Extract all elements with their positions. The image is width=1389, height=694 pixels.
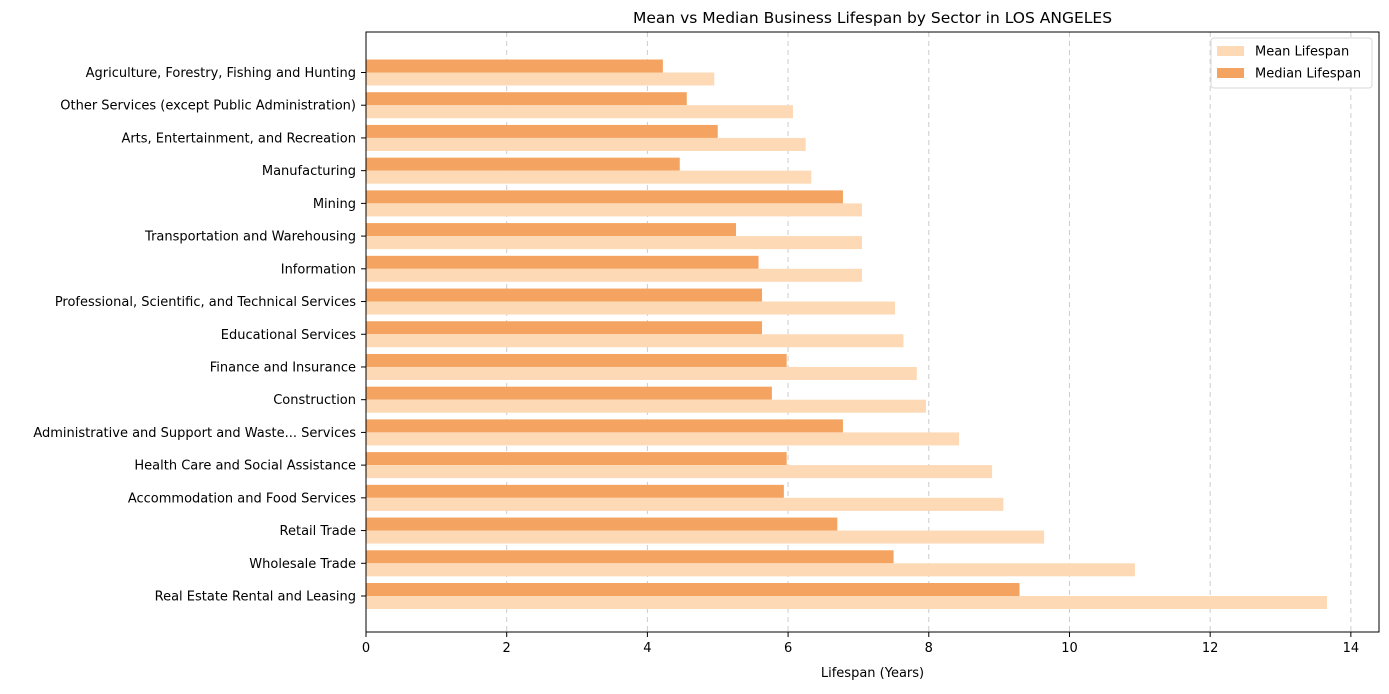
bar-median bbox=[366, 419, 843, 433]
bar-median bbox=[366, 223, 737, 237]
bar-median bbox=[366, 583, 1020, 596]
legend-box bbox=[1210, 37, 1373, 89]
y-tick-label: Other Services (except Public Administra… bbox=[60, 99, 356, 114]
bar-mean bbox=[366, 105, 794, 119]
bar-mean bbox=[366, 563, 1135, 577]
bar-median bbox=[366, 59, 663, 73]
legend-label: Mean Lifespan bbox=[1255, 45, 1349, 60]
legend-swatch bbox=[1217, 68, 1244, 78]
bar-mean bbox=[366, 203, 862, 217]
bar-median bbox=[366, 386, 772, 400]
x-tick-label: 6 bbox=[784, 641, 792, 656]
bar-mean bbox=[366, 497, 1004, 511]
chart-title: Mean vs Median Business Lifespan by Sect… bbox=[633, 9, 1112, 27]
legend: Mean Lifespan Median Lifespan bbox=[1210, 37, 1373, 89]
bar-median bbox=[366, 517, 838, 531]
x-tick-label: 2 bbox=[503, 641, 511, 656]
y-tick-label: Health Care and Social Assistance bbox=[134, 459, 356, 474]
bar-mean bbox=[366, 530, 1045, 544]
bar-median bbox=[366, 550, 894, 564]
y-tick-label: Arts, Entertainment, and Recreation bbox=[121, 131, 356, 146]
bars-layer bbox=[366, 59, 1327, 609]
bar-mean bbox=[366, 399, 926, 413]
y-tick-label: Manufacturing bbox=[262, 164, 356, 179]
y-tick-label: Mining bbox=[313, 197, 356, 212]
x-tick-label: 0 bbox=[362, 641, 370, 656]
bar-median bbox=[366, 124, 718, 138]
bar-mean bbox=[366, 170, 812, 184]
bar-median bbox=[366, 288, 763, 302]
bar-median bbox=[366, 452, 787, 466]
bar-median bbox=[366, 190, 843, 204]
y-tick-label: Retail Trade bbox=[280, 524, 356, 539]
bar-mean bbox=[366, 465, 993, 479]
bar-mean bbox=[366, 334, 904, 348]
bar-median bbox=[366, 321, 763, 335]
bar-mean bbox=[366, 432, 960, 446]
legend-swatch bbox=[1217, 46, 1244, 56]
bar-median bbox=[366, 92, 687, 106]
y-tick-label: Administrative and Support and Waste... … bbox=[33, 426, 356, 441]
y-tick-label: Finance and Insurance bbox=[210, 360, 356, 375]
bar-median bbox=[366, 484, 784, 498]
y-tick-label: Accommodation and Food Services bbox=[128, 491, 356, 506]
y-axis-ticks: Agriculture, Forestry, Fishing and Hunti… bbox=[33, 66, 366, 605]
y-tick-label: Information bbox=[281, 262, 356, 277]
bar-median bbox=[366, 353, 787, 367]
y-tick-label: Professional, Scientific, and Technical … bbox=[55, 295, 356, 310]
legend-label: Median Lifespan bbox=[1255, 67, 1361, 82]
x-tick-label: 4 bbox=[643, 641, 651, 656]
y-tick-label: Transportation and Warehousing bbox=[144, 230, 356, 245]
x-tick-label: 8 bbox=[925, 641, 933, 656]
x-tick-label: 14 bbox=[1343, 641, 1360, 656]
y-tick-label: Wholesale Trade bbox=[249, 557, 356, 572]
y-tick-label: Educational Services bbox=[221, 328, 356, 343]
bar-mean bbox=[366, 366, 917, 380]
y-tick-label: Construction bbox=[273, 393, 356, 408]
x-axis-label: Lifespan (Years) bbox=[821, 666, 924, 681]
x-tick-label: 10 bbox=[1061, 641, 1078, 656]
x-tick-label: 12 bbox=[1202, 641, 1219, 656]
plot-frame bbox=[365, 31, 1380, 633]
bar-mean bbox=[366, 137, 806, 151]
bar-mean bbox=[366, 72, 715, 86]
bar-mean bbox=[366, 236, 862, 250]
x-axis-ticks: 0 2 4 6 8 10 12 14 bbox=[362, 632, 1359, 656]
bar-mean bbox=[366, 301, 896, 315]
y-tick-label: Real Estate Rental and Leasing bbox=[155, 590, 356, 605]
y-tick-label: Agriculture, Forestry, Fishing and Hunti… bbox=[86, 66, 356, 81]
bar-median bbox=[366, 255, 759, 269]
bar-mean bbox=[366, 268, 862, 282]
bar-mean bbox=[366, 596, 1327, 609]
bar-median bbox=[366, 157, 680, 171]
